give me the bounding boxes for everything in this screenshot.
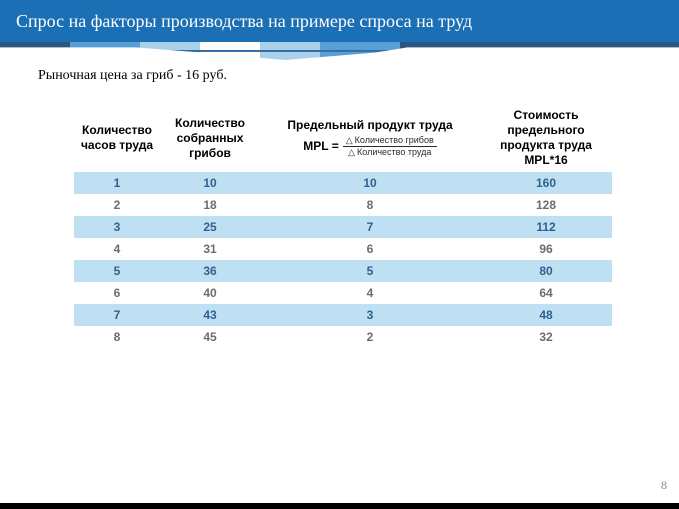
- cell-picked: 31: [160, 242, 260, 256]
- cell-value: 48: [480, 308, 612, 322]
- cell-picked: 43: [160, 308, 260, 322]
- table-row: 431696: [74, 238, 612, 260]
- cell-value: 160: [480, 176, 612, 190]
- col-header-value: Стоимость предельного продукта труда MPL…: [480, 108, 612, 168]
- fraction-numerator: △Количество грибов: [343, 135, 437, 147]
- cell-picked: 25: [160, 220, 260, 234]
- page-title: Спрос на факторы производства на примере…: [16, 11, 472, 32]
- table-row: 3257112: [74, 216, 612, 238]
- cell-picked: 36: [160, 264, 260, 278]
- mpl-label: MPL =: [303, 139, 338, 154]
- table-header-row: Количество часов труда Количество собран…: [74, 108, 612, 168]
- cell-mpl: 4: [260, 286, 480, 300]
- cell-hours: 8: [74, 330, 160, 344]
- cell-mpl: 2: [260, 330, 480, 344]
- cell-mpl: 3: [260, 308, 480, 322]
- cell-hours: 6: [74, 286, 160, 300]
- numerator-text: Количество грибов: [355, 135, 434, 145]
- cell-hours: 3: [74, 220, 160, 234]
- cell-hours: 7: [74, 308, 160, 322]
- table-row: 845232: [74, 326, 612, 348]
- cell-mpl: 8: [260, 198, 480, 212]
- cell-value: 80: [480, 264, 612, 278]
- cell-value: 32: [480, 330, 612, 344]
- cell-value: 64: [480, 286, 612, 300]
- table-body: 1101016021881283257112431696536580640464…: [74, 172, 612, 348]
- delta-icon-bottom: △: [348, 147, 355, 158]
- table-row: 640464: [74, 282, 612, 304]
- cell-hours: 2: [74, 198, 160, 212]
- cell-mpl: 5: [260, 264, 480, 278]
- table-row: 743348: [74, 304, 612, 326]
- table-row: 2188128: [74, 194, 612, 216]
- cell-value: 112: [480, 220, 612, 234]
- col-header-mpl-title: Предельный продукт труда: [287, 118, 452, 133]
- mpl-fraction: △Количество грибов △Количество труда: [343, 135, 437, 158]
- cell-picked: 10: [160, 176, 260, 190]
- fraction-denominator: △Количество труда: [343, 147, 437, 158]
- mpl-table: Количество часов труда Количество собран…: [74, 108, 612, 348]
- cell-hours: 5: [74, 264, 160, 278]
- cell-mpl: 10: [260, 176, 480, 190]
- page-number: 8: [661, 478, 667, 493]
- delta-icon-top: △: [346, 135, 353, 146]
- decorative-ribbon: [0, 42, 679, 60]
- denominator-text: Количество труда: [357, 147, 431, 157]
- cell-picked: 40: [160, 286, 260, 300]
- cell-value: 128: [480, 198, 612, 212]
- cell-picked: 18: [160, 198, 260, 212]
- col-header-mpl: Предельный продукт труда MPL = △Количест…: [260, 118, 480, 158]
- cell-mpl: 6: [260, 242, 480, 256]
- col-header-hours: Количество часов труда: [74, 123, 160, 153]
- cell-hours: 1: [74, 176, 160, 190]
- cell-hours: 4: [74, 242, 160, 256]
- cell-picked: 45: [160, 330, 260, 344]
- table-row: 11010160: [74, 172, 612, 194]
- title-band: Спрос на факторы производства на примере…: [0, 0, 679, 42]
- col-header-picked: Количество собранных грибов: [160, 116, 260, 161]
- subtitle-text: Рыночная цена за гриб - 16 руб.: [38, 68, 227, 84]
- table-row: 536580: [74, 260, 612, 282]
- mpl-formula: MPL = △Количество грибов △Количество тру…: [303, 135, 436, 158]
- cell-mpl: 7: [260, 220, 480, 234]
- cell-value: 96: [480, 242, 612, 256]
